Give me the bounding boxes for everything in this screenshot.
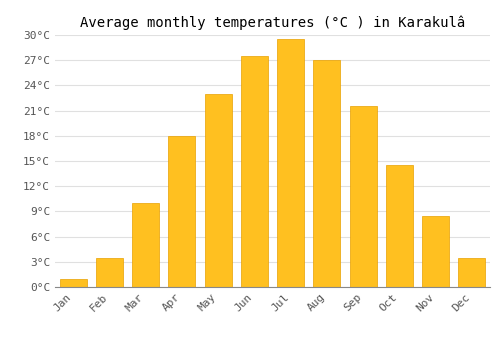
Bar: [241, 56, 268, 287]
Bar: [96, 258, 123, 287]
Bar: [422, 216, 449, 287]
Bar: [458, 258, 485, 287]
Bar: [386, 165, 413, 287]
Bar: [314, 60, 340, 287]
Bar: [60, 279, 86, 287]
Bar: [204, 94, 232, 287]
Bar: [132, 203, 159, 287]
Bar: [350, 106, 376, 287]
Title: Average monthly temperatures (°C ) in Karakulâ: Average monthly temperatures (°C ) in Ka…: [80, 15, 465, 30]
Bar: [277, 39, 304, 287]
Bar: [168, 136, 196, 287]
